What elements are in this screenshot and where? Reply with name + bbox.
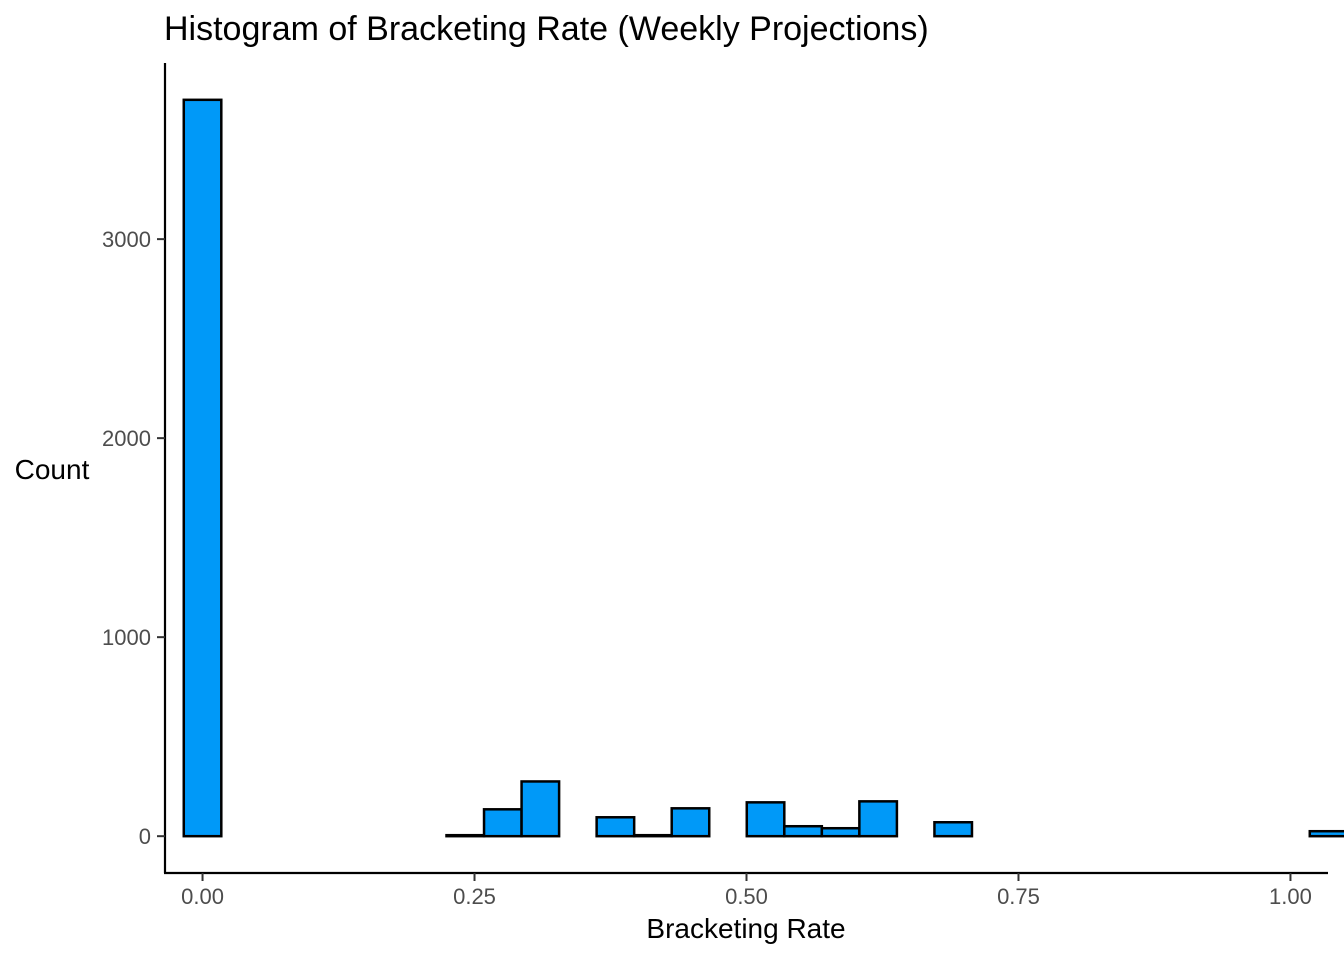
x-tick-label: 0.50 — [725, 884, 768, 909]
y-tick-label: 1000 — [102, 625, 151, 650]
x-tick-label: 0.00 — [181, 884, 224, 909]
histogram-bar — [783, 824, 824, 838]
y-ticks-group: 0 1000 2000 3000 — [102, 227, 165, 849]
chart-title: Histogram of Bracketing Rate (Weekly Pro… — [164, 10, 929, 48]
histogram-bar — [632, 833, 673, 838]
histogram-bar — [1308, 829, 1344, 838]
histogram-bar — [445, 833, 486, 838]
y-tick-label: 2000 — [102, 426, 151, 451]
x-tick-label: 0.75 — [997, 884, 1040, 909]
x-tick-label: 0.25 — [453, 884, 496, 909]
histogram-bar — [858, 800, 899, 838]
x-ticks-group: 0.00 0.25 0.50 0.75 1.00 — [181, 873, 1312, 909]
x-tick-label: 1.00 — [1269, 884, 1312, 909]
y-axis-title: Count — [15, 454, 90, 485]
histogram-bar — [182, 98, 223, 838]
histogram-bar — [482, 808, 523, 838]
histogram-bar — [670, 807, 711, 838]
y-tick-label: 3000 — [102, 227, 151, 252]
histogram-bar — [520, 780, 561, 838]
bars-group — [182, 98, 1344, 838]
x-axis-title: Bracketing Rate — [646, 913, 845, 944]
y-tick-label: 0 — [139, 824, 151, 849]
histogram-bar — [933, 821, 974, 838]
histogram-bar — [745, 801, 786, 838]
histogram-bar — [595, 816, 636, 838]
histogram-bar — [820, 826, 861, 838]
